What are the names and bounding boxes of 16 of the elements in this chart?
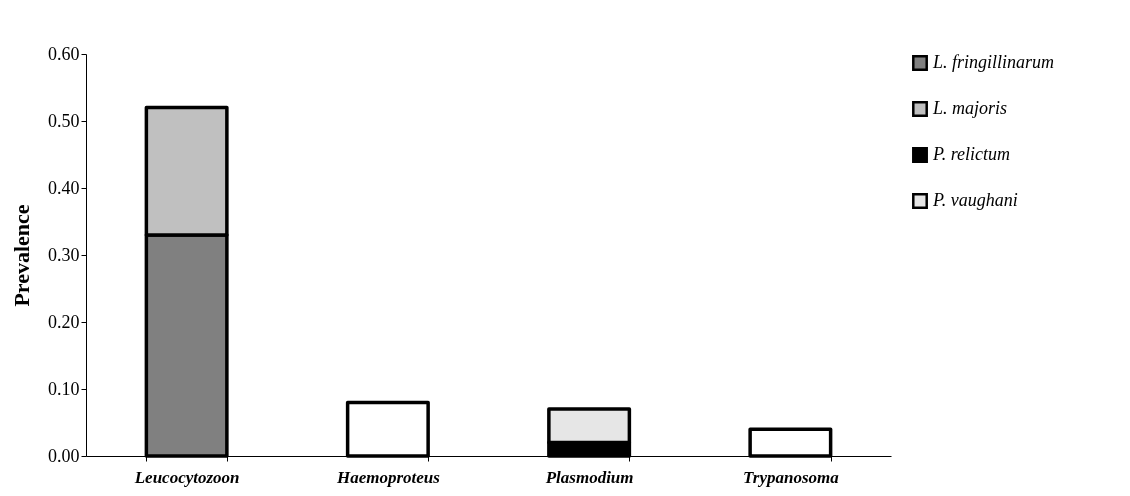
x-tick-label: Leucocytozoon xyxy=(133,467,240,487)
legend-label: L. majoris xyxy=(932,98,1008,118)
legend-label: L. fringillinarum xyxy=(932,52,1055,72)
legend-label: P. vaughani xyxy=(932,190,1018,210)
x-tick-label: Trypanosoma xyxy=(743,467,840,487)
y-tick-label: 0.30 xyxy=(48,244,80,265)
y-tick-label: 0.50 xyxy=(48,110,80,131)
y-tick-label: 0.60 xyxy=(48,43,80,64)
legend-label: P. relictum xyxy=(932,144,1010,164)
y-tick-label: 0.10 xyxy=(48,378,80,399)
x-tick-label: Plasmodium xyxy=(544,467,634,487)
y-tick-label: 0.00 xyxy=(48,445,80,466)
y-axis-title: Prevalence xyxy=(9,204,34,307)
y-tick-label: 0.40 xyxy=(48,177,80,198)
y-tick-label: 0.20 xyxy=(48,311,80,332)
x-tick-label: Haemoproteus xyxy=(335,467,441,487)
